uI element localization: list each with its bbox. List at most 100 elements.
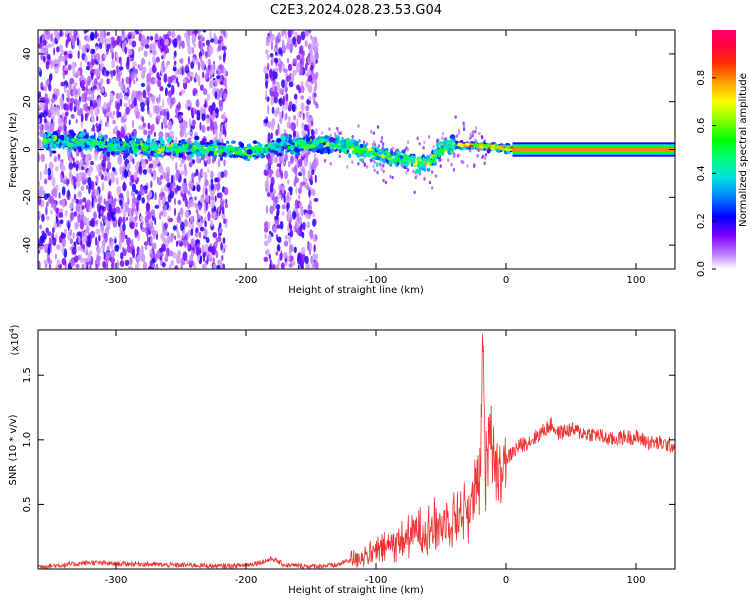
spectrogram-cell [412, 169, 415, 174]
spectrogram-cell [145, 96, 148, 105]
spectrogram-cell [384, 180, 388, 185]
spectrogram-cell [478, 131, 481, 136]
spectrogram-cell [123, 169, 128, 179]
spectrogram-cell [109, 70, 114, 75]
spectrogram-cell [173, 38, 178, 48]
spectrogram-cell [136, 254, 141, 263]
spectrogram-cell [123, 102, 128, 108]
spectrogram-cell [216, 181, 221, 191]
spectrogram-cell [53, 143, 57, 150]
spectrogram-cell [432, 144, 435, 149]
spectrogram-cell [177, 211, 181, 221]
spectrogram-cell [472, 164, 476, 169]
spectrogram-cell [59, 142, 62, 146]
spectrogram-cell [205, 187, 208, 196]
spectrogram-cell [107, 214, 112, 222]
spectrogram-cell [176, 255, 181, 265]
spectrogram-cell [131, 238, 134, 249]
spectrogram-cell [107, 37, 112, 44]
spectrogram-cell [283, 142, 287, 148]
spectrogram-cell [152, 172, 157, 181]
spectrogram-cell [96, 240, 99, 247]
spectrogram-cell [122, 208, 127, 218]
spectrogram-cell [221, 124, 224, 134]
spectrogram-cell [132, 248, 136, 259]
spectrogram-cell [380, 139, 383, 144]
spectrogram-cell [468, 144, 474, 148]
spectrogram-cell [311, 147, 317, 153]
spectrogram-cell [221, 254, 224, 261]
spectrogram-cell [278, 57, 282, 65]
spectrogram-cell [269, 258, 272, 263]
spectrogram-cell [220, 242, 223, 251]
spectrogram-cell [61, 237, 66, 248]
spectrogram-cell [72, 69, 76, 77]
spectrogram-cell [126, 163, 132, 170]
spectrogram-cell [286, 179, 290, 185]
spectrogram-cell [325, 139, 331, 142]
spectrogram-cell [218, 132, 222, 138]
spectrogram-cell [86, 96, 92, 102]
spectrogram-cell [103, 170, 108, 176]
spectrogram-cell [170, 237, 173, 243]
spectrogram-cell [336, 126, 339, 131]
spectrogram-cell [53, 47, 56, 56]
spectrogram-cell [204, 194, 210, 204]
spectrogram-cell [269, 205, 274, 215]
spectrogram-cell [38, 66, 41, 72]
spectrogram-cell [416, 136, 419, 141]
spectrogram-cell [106, 245, 110, 252]
spectrogram-cell [69, 169, 72, 177]
spectrogram-cell [406, 147, 410, 152]
spectrogram-cell [112, 144, 117, 150]
spectrogram-cell [486, 148, 491, 154]
spectrogram-cell [307, 128, 310, 139]
spectrogram-cell [59, 30, 63, 37]
spectrogram-cell [300, 102, 305, 111]
colorbar-tick-label: 0.6 [696, 118, 707, 134]
spectrogram-cell [287, 160, 291, 168]
spectrogram-cell [121, 30, 124, 35]
spectrogram-cell [307, 53, 311, 58]
spectrogram-cell [469, 132, 472, 137]
spectrogram-cell [323, 135, 329, 140]
spectrogram-cell [218, 99, 224, 107]
spectrogram-cell [58, 44, 64, 53]
spectrogram-cell [351, 160, 354, 164]
spectrogram-cell [301, 129, 307, 137]
spectrogram-cell [158, 93, 161, 103]
spectrogram-cell [286, 75, 291, 82]
spectrogram-cell [158, 154, 165, 158]
spectrogram-cell [141, 116, 145, 123]
spectrogram-cell [381, 157, 386, 163]
spectrogram-cell [174, 266, 178, 269]
spectrogram-cell [146, 221, 150, 228]
spectrogram-cell [219, 75, 223, 82]
spectrogram-cell [96, 246, 102, 255]
spectrogram-cell [260, 148, 264, 154]
spectrogram-cell [441, 131, 445, 136]
spectrogram-cell [297, 264, 300, 269]
spectrogram-cell [195, 239, 200, 245]
spectrogram-cell [74, 88, 79, 96]
spectrogram-cell [81, 236, 87, 244]
spectrogram-cell [368, 151, 373, 155]
spectrogram-cell [61, 198, 66, 208]
spectrogram-cell [141, 159, 147, 169]
spectrogram-cell [168, 147, 173, 151]
spectrogram-cell [283, 68, 288, 73]
spectrogram-cell [506, 146, 511, 150]
spectrogram-cell [372, 164, 375, 169]
spectrogram-cell [234, 146, 239, 152]
spectrogram-cell [423, 177, 426, 181]
spectrogram-cell [91, 73, 94, 81]
spectrogram-cell [194, 196, 197, 201]
spectrogram-cell [311, 169, 315, 176]
spectrogram-cell [203, 88, 208, 96]
spectrogram-cell [312, 211, 316, 218]
spectrogram-cell [217, 44, 222, 52]
spectrogram-cell [225, 149, 230, 154]
spectrogram-cell [134, 153, 138, 157]
spectrogram-cell [80, 79, 85, 88]
spectrogram-cell [177, 199, 182, 205]
